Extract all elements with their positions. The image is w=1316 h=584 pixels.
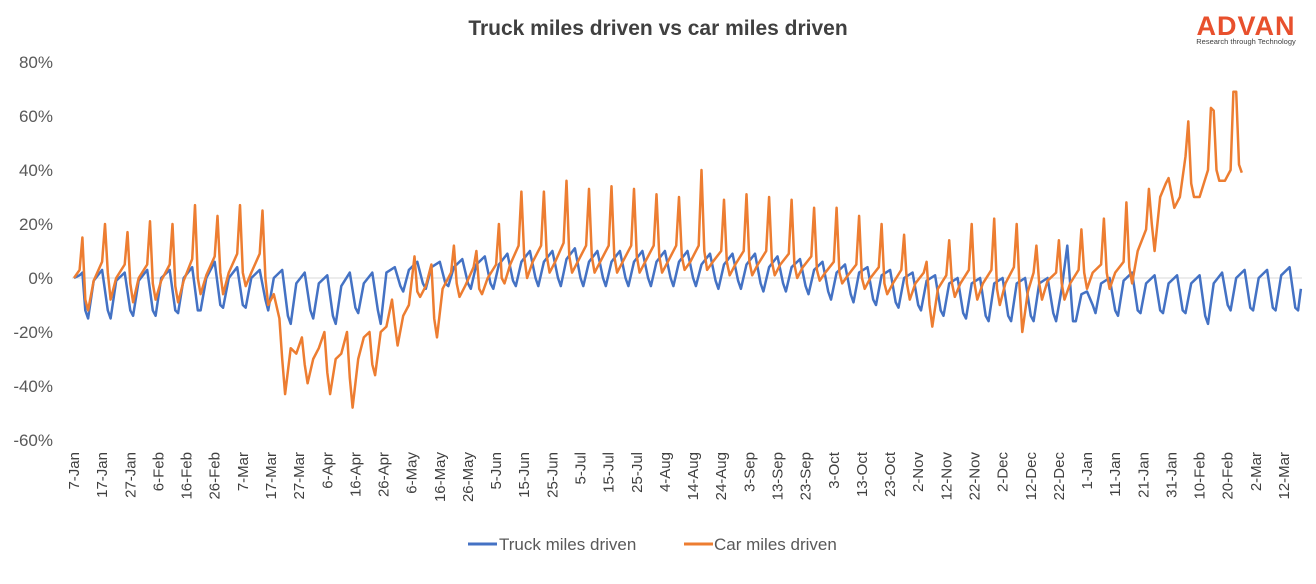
x-tick-label: 26-Feb — [207, 452, 224, 500]
logo-tagline: Research through Technology — [1196, 37, 1296, 46]
car-series-line — [72, 90, 1243, 409]
x-tick-label: 13-Oct — [854, 451, 871, 497]
x-tick-label: 26-May — [460, 452, 477, 503]
x-tick-label: 15-Jul — [601, 452, 618, 493]
x-tick-label: 15-Jun — [516, 452, 533, 498]
x-tick-label: 14-Aug — [685, 452, 702, 500]
y-tick-label: 40% — [19, 161, 53, 180]
x-tick-label: 21-Jan — [1135, 452, 1152, 498]
legend-label-truck: Truck miles driven — [499, 535, 636, 554]
legend-label-car: Car miles driven — [714, 535, 837, 554]
x-tick-label: 12-Mar — [1276, 452, 1293, 500]
y-tick-label: 60% — [19, 107, 53, 126]
y-axis: 80% 60% 40% 20% 0% -20% -40% -60% — [13, 53, 53, 450]
plot-series — [72, 90, 1303, 409]
x-tick-label: 16-Apr — [347, 452, 364, 497]
x-tick-label: 1-Jan — [1079, 452, 1096, 490]
x-tick-label: 6-May — [404, 452, 421, 494]
x-tick-label: 27-Mar — [291, 452, 308, 500]
x-tick-label: 12-Nov — [938, 452, 955, 501]
x-tick-label: 10-Feb — [1192, 452, 1209, 500]
x-axis: 7-Jan 17-Jan 27-Jan 6-Feb 16-Feb 26-Feb 7-Mar 1… — [66, 451, 1293, 502]
y-tick-label: -20% — [13, 323, 53, 342]
y-tick-label: -60% — [13, 431, 53, 450]
x-tick-label: 2-Nov — [910, 452, 927, 493]
x-tick-label: 4-Aug — [657, 452, 674, 492]
x-tick-label: 6-Apr — [319, 452, 336, 489]
advan-logo: ADVAN Research through Technology — [1196, 11, 1296, 46]
x-tick-label: 5-Jul — [573, 452, 590, 485]
x-tick-label: 25-Jul — [629, 452, 646, 493]
x-tick-label: 7-Jan — [66, 452, 83, 490]
x-tick-label: 22-Dec — [1051, 452, 1068, 501]
x-tick-label: 3-Sep — [741, 452, 758, 492]
y-tick-label: -40% — [13, 377, 53, 396]
x-tick-label: 16-Feb — [179, 452, 196, 500]
x-tick-label: 23-Sep — [798, 452, 815, 500]
x-tick-label: 31-Jan — [1163, 452, 1180, 498]
x-tick-label: 11-Jan — [1107, 452, 1124, 497]
x-tick-label: 7-Mar — [235, 452, 252, 491]
truck-series-line — [73, 244, 1303, 326]
y-tick-label: 80% — [19, 53, 53, 72]
x-tick-label: 22-Nov — [966, 452, 983, 501]
y-tick-label: 0% — [28, 269, 53, 288]
y-tick-label: 20% — [19, 215, 53, 234]
x-tick-label: 27-Jan — [122, 452, 139, 498]
x-tick-label: 20-Feb — [1220, 452, 1237, 500]
logo-name: ADVAN — [1197, 11, 1296, 41]
x-tick-label: 2-Dec — [995, 452, 1012, 493]
x-tick-label: 23-Oct — [882, 451, 899, 497]
x-tick-label: 13-Sep — [770, 452, 787, 500]
x-tick-label: 17-Mar — [263, 452, 280, 500]
x-tick-label: 24-Aug — [713, 452, 730, 500]
chart-title: Truck miles driven vs car miles driven — [468, 17, 847, 40]
x-tick-label: 17-Jan — [94, 452, 111, 498]
x-tick-label: 3-Oct — [826, 451, 843, 489]
x-tick-label: 2-Mar — [1248, 452, 1265, 491]
x-tick-label: 6-Feb — [150, 452, 167, 491]
x-tick-label: 5-Jun — [488, 452, 505, 490]
legend: Truck miles driven Car miles driven — [468, 535, 837, 554]
x-tick-label: 25-Jun — [544, 452, 561, 498]
x-tick-label: 26-Apr — [376, 452, 393, 497]
x-tick-label: 16-May — [432, 452, 449, 503]
x-tick-label: 12-Dec — [1023, 452, 1040, 501]
